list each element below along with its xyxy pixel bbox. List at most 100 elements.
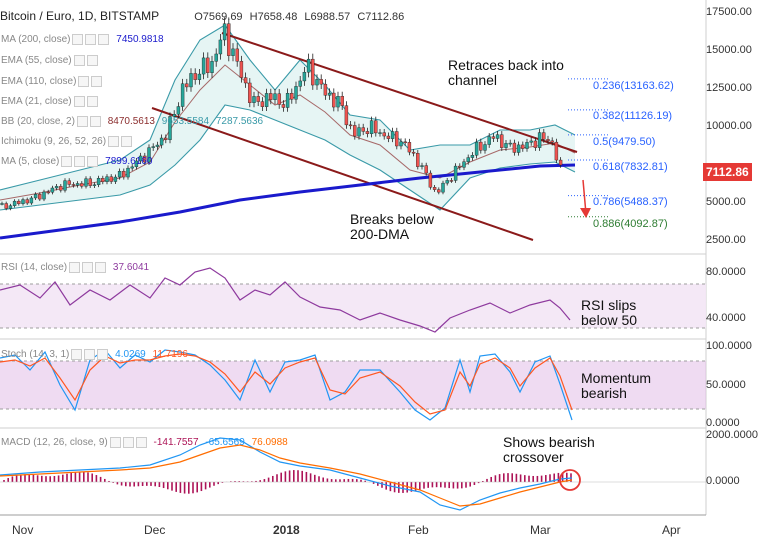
macd-histogram-bar [549,474,551,482]
close-icon[interactable] [97,349,109,360]
bb-upper-value: 9653.5584 [161,116,210,128]
current-price-tag: 7112.86 [703,163,752,181]
macd-histogram-bar [112,482,114,483]
candle [491,136,496,139]
ma5-legend[interactable]: MA (5, close) 7899.6160 [1,156,152,167]
visibility-icon[interactable] [71,349,83,360]
symbol-title[interactable]: Bitcoin / Euro, 1D, BITSTAMP [0,9,160,23]
candle [323,83,328,96]
macd-histogram-bar [490,476,492,482]
settings-icon[interactable] [89,116,101,127]
annotation-breaks: Breaks below 200-DMA [350,211,435,242]
macd-line [0,437,573,511]
bb-legend[interactable]: BB (20, close, 2) 8470.5613 9653.5584 72… [1,116,263,127]
macd-histogram-bar [200,482,203,492]
macd-histogram-bar [221,482,224,483]
candle [298,80,302,87]
candle [449,180,454,182]
settings-icon[interactable] [85,34,97,45]
macd-histogram-bar [49,476,51,482]
visibility-icon[interactable] [78,76,90,87]
macd-histogram-bar [267,477,270,482]
candle [558,159,563,166]
candle [411,151,416,154]
macd-histogram-bar [330,479,333,482]
ema55-legend[interactable]: EMA (55, close) [1,55,98,66]
macd-histogram-bar [162,482,165,489]
settings-icon[interactable] [74,156,86,167]
candle [122,171,126,178]
ema110-legend[interactable]: EMA (110, close) [1,76,103,87]
settings-icon[interactable] [121,136,133,147]
macd-histogram-bar [288,470,291,482]
candle [470,155,475,158]
macd-histogram-bar [293,470,295,482]
ichimoku-legend[interactable]: Ichimoku (9, 26, 52, 26) [1,136,133,147]
macd-crossover-circle [559,469,581,491]
close-icon[interactable] [135,437,147,448]
rsi-legend[interactable]: RSI (14, close) 37.6041 [1,262,149,273]
visibility-icon[interactable] [73,96,85,107]
close-icon[interactable] [98,34,110,45]
macd-histogram-bar [7,478,9,482]
candle [256,96,260,102]
candle [365,131,370,134]
candle [340,96,344,106]
macd-histogram-bar [385,482,387,490]
settings-icon[interactable] [84,349,96,360]
candle [542,132,546,140]
visibility-icon[interactable] [61,156,73,167]
fib-label-0236: 0.236(13163.62) [593,80,674,92]
macd-histogram-bar [196,482,198,493]
ma200-legend[interactable]: MA (200, close) 7450.9818 [1,34,164,45]
settings-icon[interactable] [86,96,98,107]
macd-histogram-bar [36,475,39,482]
candle [231,48,235,56]
macd-tick: 2000.0000 [706,429,758,441]
ema21-legend[interactable]: EMA (21, close) [1,96,98,107]
macd-histogram-bar [28,474,30,482]
visibility-icon[interactable] [69,262,81,273]
macd-histogram-bar [477,482,480,484]
annotation-momentum: Momentum bearish [581,370,652,401]
candle [46,191,50,194]
candle [248,82,252,103]
visibility-icon[interactable] [72,34,84,45]
macd-histogram-bar [24,474,26,482]
close-icon[interactable] [95,262,107,273]
macd-histogram-bar [175,482,177,492]
macd-histogram-bar [423,482,425,489]
stoch-legend[interactable]: Stoch (14, 3, 1) 4.0269 11.7196 [1,349,188,360]
candle [424,165,428,174]
price-tick: 10000.00 [706,120,752,132]
candle [126,167,130,178]
macd-histogram-bar [461,482,463,489]
time-tick: Feb [408,523,429,537]
close-icon[interactable] [87,156,99,167]
settings-icon[interactable] [82,262,94,273]
macd-histogram-bar [318,476,320,482]
close-value: C7112.86 [357,11,405,23]
candle [521,144,525,149]
settings-icon[interactable] [122,437,134,448]
candle [512,142,517,153]
candle [109,176,113,182]
macd-histogram-bar [410,482,413,492]
ma5-label: MA (5, close) [1,156,60,168]
macd-legend[interactable]: MACD (12, 26, close, 9) -141.7557 -65.65… [1,437,288,448]
visibility-icon[interactable] [76,116,88,127]
settings-icon[interactable] [86,55,98,66]
macd-histogram-bar [498,474,501,482]
settings-icon[interactable] [91,76,103,87]
candle [197,73,202,80]
candle [458,165,462,168]
visibility-icon[interactable] [73,55,85,66]
candle [210,61,214,73]
macd-histogram-bar [74,472,77,482]
macd-signal-line [0,444,573,507]
bb-lower-value: 7287.5636 [215,116,264,128]
visibility-icon[interactable] [108,136,120,147]
macd-histogram-bar [326,478,329,482]
bearish-arrowhead [580,208,591,218]
visibility-icon[interactable] [109,437,121,448]
